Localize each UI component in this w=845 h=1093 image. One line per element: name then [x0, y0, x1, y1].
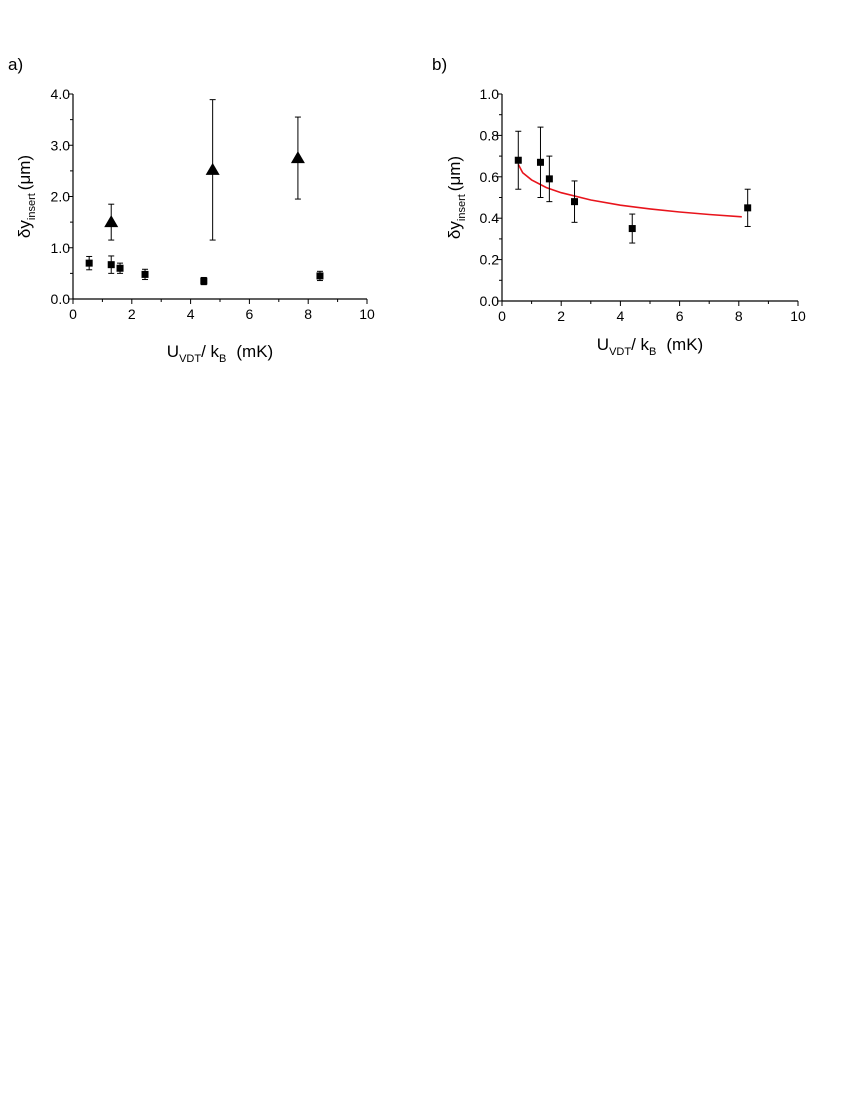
y-tick-label: 4.0: [51, 86, 71, 102]
data-point-square: [116, 262, 124, 274]
x-label-sub: VDT: [609, 346, 631, 358]
y-label-main: δy: [15, 220, 34, 238]
triangle-marker: [104, 215, 119, 228]
chart-panel-b: b) 0 2 4 6 8 10 0.0 0.2 0.4 0.6 0.8 1.0 UVDT/ kB (mK) δ…: [432, 55, 806, 358]
square-marker: [536, 158, 544, 166]
y-label-sub: insert: [26, 193, 38, 220]
triangle-marker: [205, 162, 220, 175]
y-label-unit: (μm): [15, 155, 34, 190]
x-tick-label: 10: [359, 306, 375, 322]
x-label-main: U: [167, 342, 179, 361]
square-marker: [141, 270, 149, 278]
x-axis-label: UVDT/ kB (mK): [597, 335, 703, 358]
x-tick-label: 6: [246, 306, 254, 322]
data-point-square: [571, 180, 579, 223]
y-label-sub: insert: [456, 194, 468, 221]
panel-label: b): [432, 55, 447, 74]
y-tick-label: 1.0: [51, 240, 71, 256]
fit-curve: [517, 164, 742, 218]
square-marker: [316, 272, 324, 280]
y-tick-label: 0.0: [480, 293, 500, 309]
data-point-square: [316, 270, 324, 282]
data-point-square: [141, 268, 149, 281]
x-label-sub: VDT: [179, 353, 201, 365]
x-tick-label: 0: [69, 306, 77, 322]
x-tick-label: 2: [128, 306, 136, 322]
y-axis-label: δyinsert (μm): [15, 155, 38, 238]
x-label-sub2: B: [219, 353, 226, 365]
y-tick-label: 0.2: [480, 252, 500, 268]
square-marker: [545, 175, 553, 183]
y-label-main: δy: [445, 221, 464, 239]
data-point-square: [744, 188, 752, 227]
chart-panel-a: a) 0 2 4 6 8 10 0.0 1.0 2.0 3.0 4.0 UVDT/ kB (mK) δyin…: [8, 55, 375, 365]
square-marker: [514, 156, 522, 164]
x-label-main: U: [597, 335, 609, 354]
data-point-triangle: [290, 116, 305, 200]
x-label-mid: / k: [201, 342, 219, 361]
x-tick-label: 10: [790, 308, 806, 324]
y-tick-label: 0.4: [480, 210, 500, 226]
square-marker: [628, 225, 636, 233]
data-point-square: [628, 213, 636, 244]
x-tick-label: 2: [557, 308, 565, 324]
data-point-square: [536, 126, 544, 198]
x-tick-label: 4: [187, 306, 195, 322]
square-marker: [85, 259, 93, 267]
y-tick-label: 0.8: [480, 127, 500, 143]
x-label-unit: (mK): [666, 335, 703, 354]
x-label-sub2: B: [649, 346, 656, 358]
y-label-unit: (μm): [445, 156, 464, 191]
data-point-square: [200, 276, 208, 286]
y-tick-label: 0.0: [51, 291, 71, 307]
x-label-mid: / k: [631, 335, 649, 354]
square-marker: [116, 264, 124, 272]
data-point-triangle: [205, 99, 220, 241]
data-point-square: [545, 155, 553, 203]
x-tick-label: 8: [735, 308, 743, 324]
data-point-square: [107, 255, 115, 274]
y-tick-label: 1.0: [480, 86, 500, 102]
x-tick-label: 0: [498, 308, 506, 324]
square-marker: [200, 277, 208, 285]
data-point-triangle: [104, 203, 119, 241]
y-tick-label: 3.0: [51, 137, 71, 153]
data-point-square: [514, 130, 522, 190]
x-tick-label: 8: [304, 306, 312, 322]
x-label-unit: (mK): [236, 342, 273, 361]
square-marker: [107, 261, 115, 269]
x-axis-label: UVDT/ kB (mK): [167, 342, 273, 365]
panel-label: a): [8, 55, 23, 74]
x-tick-label: 6: [676, 308, 684, 324]
square-marker: [744, 204, 752, 212]
triangle-marker: [290, 151, 305, 164]
data-point-square: [85, 255, 93, 271]
y-tick-label: 2.0: [51, 189, 71, 205]
y-tick-label: 0.6: [480, 169, 500, 185]
y-axis-label: δyinsert (μm): [445, 156, 468, 239]
x-tick-label: 4: [617, 308, 625, 324]
square-marker: [571, 198, 579, 206]
